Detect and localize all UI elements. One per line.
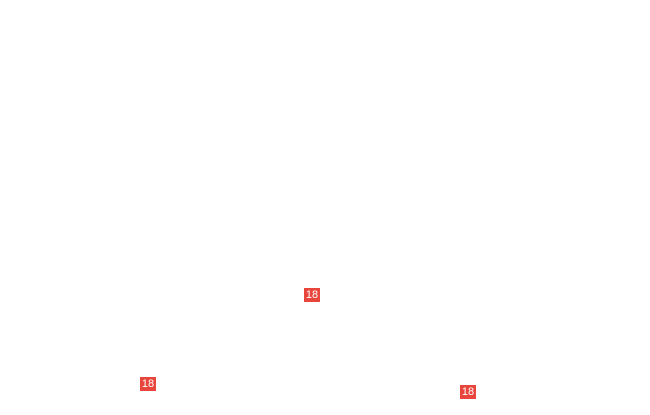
count-badge: 18 xyxy=(460,385,476,399)
count-badge: 18 xyxy=(304,288,320,302)
count-badge: 18 xyxy=(140,377,156,391)
